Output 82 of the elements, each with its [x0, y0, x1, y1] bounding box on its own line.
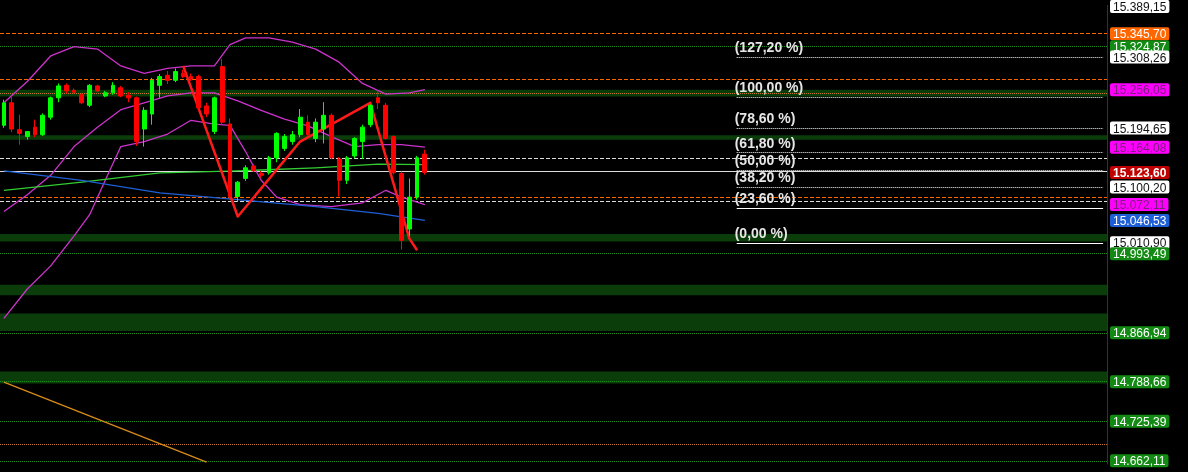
candlestick [181, 69, 186, 79]
line-series [3, 92, 426, 213]
candlestick [352, 136, 357, 159]
candlestick [391, 134, 396, 176]
candlestick [196, 74, 201, 111]
candlestick [189, 72, 193, 82]
candlestick [150, 77, 154, 126]
candlestick [228, 117, 232, 201]
candlestick [290, 130, 295, 146]
annotation: (78,60 %) [734, 110, 796, 127]
y-tick-label: 14.662,11 [1113, 454, 1166, 469]
y-tick-label: 14.788,66 [1113, 375, 1167, 390]
candlestick [220, 58, 225, 126]
candlestick [134, 96, 139, 147]
candlestick [157, 73, 162, 99]
candlestick [118, 85, 123, 98]
annotation: (100,00 %) [734, 78, 804, 95]
annotation: (0,00 %) [734, 224, 788, 241]
candlestick [142, 106, 147, 148]
y-tick-label: 15.345,70 [1113, 27, 1167, 42]
candlestick [95, 84, 100, 93]
candlestick [72, 87, 76, 94]
annotation: (127,20 %) [734, 39, 804, 56]
candlestick [251, 163, 256, 173]
candlestick [2, 99, 6, 129]
y-tick-label: 15.164,08 [1113, 140, 1167, 155]
candlestick [337, 156, 342, 198]
y-tick-label: 15.010,90 [1113, 236, 1167, 251]
candlestick [321, 101, 326, 144]
candlestick [274, 131, 279, 163]
candlestick [415, 155, 419, 201]
y-tick-label: 15.308,26 [1113, 50, 1167, 65]
candlestick [243, 164, 248, 182]
candlestick [25, 130, 30, 141]
candlestick [56, 82, 61, 103]
y-tick-label: 14.725,39 [1113, 414, 1167, 429]
annotation: (61,80 %) [734, 134, 796, 151]
candlestick [360, 124, 365, 160]
candlestick [17, 114, 22, 146]
candlestick [368, 104, 373, 128]
candlestick [259, 170, 264, 179]
candlestick [407, 177, 412, 237]
candlestick [103, 90, 108, 98]
candlestick [235, 180, 240, 203]
y-tick-label: 15.194,65 [1113, 121, 1167, 136]
y-tick-label: 15.389,15 [1113, 0, 1167, 14]
y-tick-label: 15.123,60 [1113, 165, 1167, 180]
candlestick [306, 114, 310, 137]
candlestick [204, 102, 209, 118]
candlestick [313, 117, 318, 143]
candlestick [40, 112, 45, 137]
y-tick-label: 15.046,53 [1113, 214, 1167, 229]
candlestick [64, 82, 69, 94]
candlestick [87, 83, 92, 108]
line-series [181, 64, 419, 252]
candlestick [329, 112, 334, 160]
candlestick [48, 96, 53, 121]
line-series [3, 170, 426, 221]
candlestick [383, 102, 388, 141]
candlestick [345, 155, 349, 185]
candlestick [282, 133, 287, 152]
candlestick [173, 67, 178, 83]
candlestick [111, 81, 115, 96]
y-tick-label: 15.072,11 [1113, 198, 1166, 213]
annotation: (38,20 %) [734, 169, 796, 186]
line-series [3, 119, 426, 320]
y-tick-label: 15.100,20 [1113, 180, 1167, 195]
candlestick [267, 155, 271, 176]
candlestick [422, 149, 427, 176]
candlestick [9, 96, 14, 133]
y-tick-label: 14.866,94 [1113, 326, 1167, 341]
candlestick [298, 108, 303, 138]
candlestick [165, 70, 170, 85]
y-tick-label: 14.993,49 [1113, 247, 1167, 262]
candlestick [376, 89, 380, 110]
candlestick [33, 119, 37, 138]
candlestick [212, 96, 217, 135]
candlestick [399, 171, 404, 251]
candlestick [79, 92, 84, 105]
y-tick-label: 15.256,05 [1113, 83, 1167, 98]
line-series [3, 37, 426, 104]
candlestick [126, 91, 131, 103]
